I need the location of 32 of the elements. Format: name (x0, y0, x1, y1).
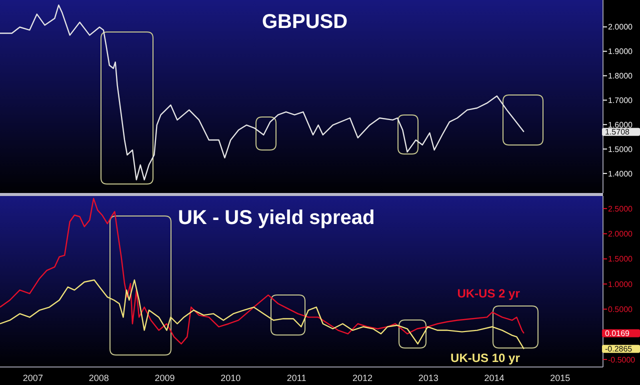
y-tick-label: 2.5000 (608, 204, 634, 214)
series-label: UK-US 2 yr (457, 286, 520, 300)
y-tick-label: 1.4000 (608, 169, 634, 178)
x-tick-label: 2015 (550, 373, 570, 383)
y-tick-label: 1.5000 (608, 254, 634, 264)
y-tick-label: 1.5000 (608, 144, 634, 154)
line-series (0, 4, 525, 180)
line-series (0, 279, 525, 350)
y-tick-label: 0.5000 (608, 304, 634, 314)
y-tick-label: 1.0000 (608, 280, 634, 289)
text: 0.0169 (605, 329, 630, 338)
text: 1.5708 (605, 128, 630, 137)
x-tick-label: 2009 (154, 373, 175, 383)
text: UK - US yield spread (178, 207, 375, 229)
text: -0.2865 (605, 344, 633, 354)
x-tick-label: 2010 (220, 373, 241, 383)
text: GBPUSD (262, 11, 348, 33)
x-tick-label: 2008 (88, 373, 109, 383)
y-tick-label: 2.0000 (608, 230, 634, 239)
line-series (0, 198, 525, 344)
y-tick-label: 2.0000 (608, 22, 634, 32)
series-label: UK-US 10 yr (450, 350, 520, 365)
x-tick-label: 2013 (418, 373, 438, 383)
x-tick-label: 2007 (22, 373, 43, 383)
y-tick-label: 1.9000 (608, 47, 634, 56)
x-tick-label: 2011 (286, 373, 306, 383)
y-tick-label: 1.8000 (608, 72, 634, 81)
y-tick-label: -0.5000 (608, 355, 636, 364)
y-tick-label: 1.7000 (608, 96, 634, 105)
y-tick-label: 1.6000 (608, 120, 634, 130)
x-tick-label: 2014 (484, 373, 504, 383)
x-tick-label: 2012 (352, 373, 372, 383)
